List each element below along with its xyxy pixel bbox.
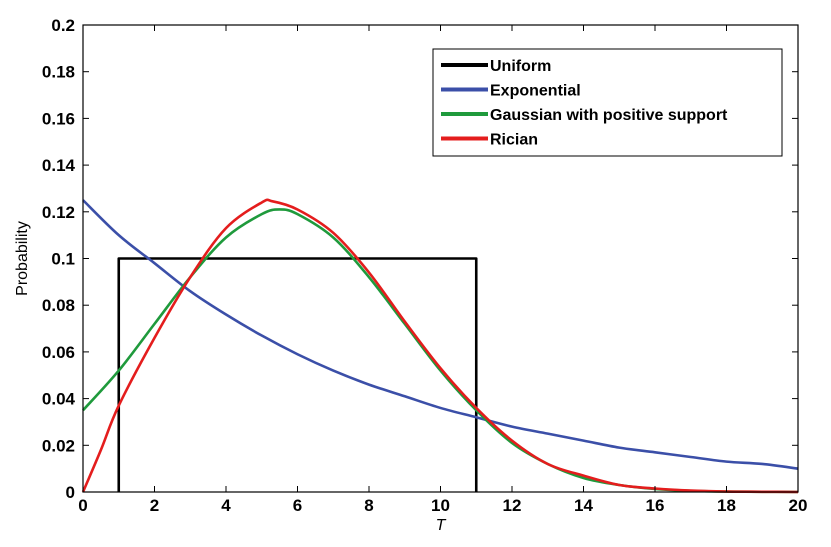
legend: Uniform Exponential Gaussian with positive… (432, 48, 783, 157)
x-tick-label: 18 (717, 496, 736, 515)
x-tick-label: 6 (293, 496, 302, 515)
x-tick-label: 10 (431, 496, 450, 515)
series-line-gaussian-with-positive-support (82, 208, 799, 494)
x-tick-label: 12 (503, 496, 522, 515)
y-tick-label: 0.12 (42, 203, 75, 222)
y-tick-label: 0.16 (42, 109, 75, 128)
x-tick-label: 14 (574, 496, 593, 515)
y-tick-label: 0.1 (51, 250, 75, 269)
y-tick-label: 0.04 (42, 390, 76, 409)
y-tick-label: 0.06 (42, 343, 75, 362)
y-tick-labels: 0 0.02 0.04 0.06 0.08 0.1 0.12 0.14 0.16 0.18 0.2 (42, 16, 76, 502)
x-tick-label: 2 (150, 496, 159, 515)
x-tick-label: 8 (364, 496, 373, 515)
y-tick-label: 0.02 (42, 436, 75, 455)
x-tick-label: 20 (789, 496, 808, 515)
x-axis-label: T (436, 517, 447, 534)
x-tick-label: 4 (221, 496, 231, 515)
legend-label: Exponential (490, 83, 581, 100)
y-tick-label: 0.2 (51, 16, 75, 35)
x-tick-label: 0 (78, 496, 87, 515)
x-tick-labels: 0 2 4 6 8 10 12 14 16 18 20 (78, 496, 807, 515)
y-tick-label: 0.08 (42, 296, 75, 315)
y-tick-label: 0.18 (42, 63, 75, 82)
series-line-uniform (117, 257, 478, 492)
plot-lines (81, 198, 799, 494)
legend-label: Rician (490, 132, 538, 149)
legend-label: Uniform (490, 58, 551, 75)
x-tick-label: 16 (646, 496, 665, 515)
series-line-rician (81, 198, 799, 494)
legend-label: Gaussian with positive support (490, 107, 728, 124)
legend-box (432, 48, 783, 157)
series-line-exponential (82, 199, 799, 470)
y-tick-label: 0.14 (42, 156, 76, 175)
y-tick-label: 0 (66, 483, 75, 502)
y-axis-label: Probability (14, 221, 31, 296)
ticks (82, 24, 799, 493)
